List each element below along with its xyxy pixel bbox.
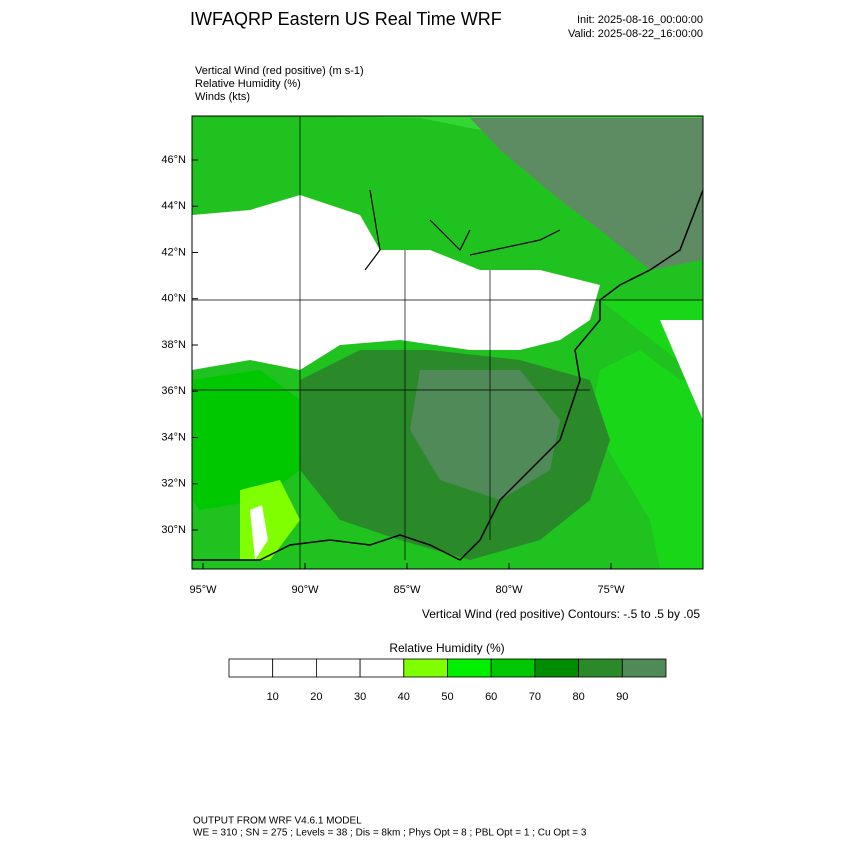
latitude-label: 34°N <box>161 431 186 443</box>
colorbar-title: Relative Humidity (%) <box>389 641 504 655</box>
longitude-label: 90°W <box>291 584 319 596</box>
init-time: Init: 2025-08-16_00:00:00 <box>577 14 703 26</box>
colorbar-label: 10 <box>267 691 279 703</box>
field-label: Relative Humidity (%) <box>195 78 301 90</box>
latitude-label: 36°N <box>161 385 186 397</box>
colorbar-label: 50 <box>441 691 453 703</box>
latitude-label: 30°N <box>161 524 186 536</box>
longitude-label: 75°W <box>597 584 625 596</box>
longitude-axis: 95°W 90°W 85°W 80°W 75°W <box>189 563 625 596</box>
colorbar-box <box>272 658 317 678</box>
colorbar-label: 20 <box>310 691 322 703</box>
footer-line: OUTPUT FROM WRF V4.6.1 MODEL <box>193 816 362 827</box>
colorbar-label: 30 <box>354 691 366 703</box>
colorbar-label: 40 <box>398 691 410 703</box>
colorbar-box <box>534 658 580 678</box>
longitude-label: 95°W <box>189 584 217 596</box>
colorbar-box <box>359 658 405 678</box>
latitude-axis: 46°N 44°N 42°N 40°N 38°N 36°N 34°N 32°N 30°N <box>161 154 198 536</box>
colorbar-box <box>447 658 492 678</box>
latitude-label: 46°N <box>161 154 186 166</box>
valid-time: Valid: 2025-08-22_16:00:00 <box>568 28 703 40</box>
latitude-label: 42°N <box>161 246 186 258</box>
latitude-label: 38°N <box>161 339 186 351</box>
colorbar-box <box>228 658 274 678</box>
footer-line: WE = 310 ; SN = 275 ; Levels = 38 ; Dis … <box>193 828 587 839</box>
colorbar-box <box>403 658 448 678</box>
colorbar-box <box>621 658 667 678</box>
title: IWFAQRP Eastern US Real Time WRF <box>190 9 502 29</box>
longitude-label: 80°W <box>495 584 523 596</box>
latitude-label: 40°N <box>161 293 186 305</box>
colorbar-box <box>315 658 361 678</box>
field-label: Vertical Wind (red positive) (m s-1) <box>195 65 364 77</box>
colorbar: 10 20 30 40 50 60 70 80 90 <box>228 658 667 703</box>
colorbar-label: 70 <box>529 691 541 703</box>
colorbar-label: 90 <box>616 691 628 703</box>
colorbar-box <box>490 658 536 678</box>
latitude-label: 44°N <box>161 200 186 212</box>
latitude-label: 32°N <box>161 478 186 490</box>
longitude-label: 85°W <box>393 584 421 596</box>
colorbar-box <box>578 658 623 678</box>
colorbar-label: 80 <box>572 691 584 703</box>
field-label: Winds (kts) <box>195 91 250 103</box>
map <box>191 115 704 570</box>
colorbar-label: 60 <box>485 691 497 703</box>
contour-note: Vertical Wind (red positive) Contours: -… <box>422 607 700 621</box>
